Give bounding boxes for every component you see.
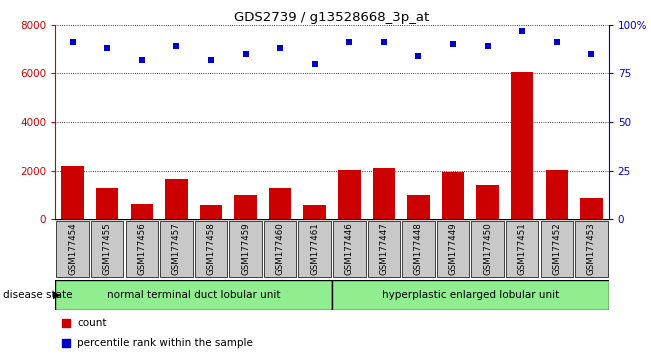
Bar <box>408 195 430 219</box>
Point <box>428 262 438 267</box>
Bar <box>332 280 609 310</box>
Point <box>344 40 355 45</box>
Text: percentile rank within the sample: percentile rank within the sample <box>77 338 253 348</box>
Bar <box>437 221 469 277</box>
Text: GSM177459: GSM177459 <box>241 222 250 275</box>
Point <box>240 51 251 57</box>
Bar <box>195 221 227 277</box>
Text: GSM177448: GSM177448 <box>414 222 423 275</box>
Bar <box>131 204 153 219</box>
Bar <box>165 179 187 219</box>
Text: disease state: disease state <box>3 290 73 300</box>
Text: GSM177449: GSM177449 <box>449 222 458 275</box>
Text: GSM177461: GSM177461 <box>311 222 319 275</box>
Bar <box>298 221 331 277</box>
Text: GSM177455: GSM177455 <box>103 222 112 275</box>
Text: GSM177453: GSM177453 <box>587 222 596 275</box>
Bar <box>269 188 292 219</box>
Text: GSM177451: GSM177451 <box>518 222 527 275</box>
Bar <box>333 221 366 277</box>
Text: GSM177450: GSM177450 <box>483 222 492 275</box>
Point <box>137 57 147 63</box>
Point <box>102 45 113 51</box>
Bar <box>402 221 435 277</box>
Bar <box>91 221 124 277</box>
Bar <box>234 195 256 219</box>
Point <box>68 40 78 45</box>
Bar <box>96 188 118 219</box>
Text: GSM177452: GSM177452 <box>552 222 561 275</box>
Text: hyperplastic enlarged lobular unit: hyperplastic enlarged lobular unit <box>381 290 559 300</box>
Text: ▶: ▶ <box>53 290 61 300</box>
Bar <box>368 221 400 277</box>
Bar <box>540 221 573 277</box>
Text: GSM177457: GSM177457 <box>172 222 181 275</box>
Point <box>275 45 285 51</box>
Bar <box>55 280 332 310</box>
Point <box>428 76 438 81</box>
Bar <box>477 185 499 219</box>
Bar <box>126 221 158 277</box>
Title: GDS2739 / g13528668_3p_at: GDS2739 / g13528668_3p_at <box>234 11 430 24</box>
Bar <box>200 205 222 219</box>
Bar <box>338 170 361 219</box>
Text: GSM177446: GSM177446 <box>345 222 353 275</box>
Bar <box>575 221 607 277</box>
Point <box>586 51 596 57</box>
Bar <box>303 205 326 219</box>
Point <box>309 61 320 67</box>
Bar <box>160 221 193 277</box>
Point <box>206 57 216 63</box>
Text: count: count <box>77 318 107 327</box>
Bar <box>57 221 89 277</box>
Point <box>379 40 389 45</box>
Bar <box>511 72 533 219</box>
Text: GSM177447: GSM177447 <box>380 222 389 275</box>
Bar <box>506 221 538 277</box>
Text: GSM177456: GSM177456 <box>137 222 146 275</box>
Bar <box>546 170 568 219</box>
Point <box>448 41 458 47</box>
Bar <box>580 198 603 219</box>
Point <box>413 53 424 59</box>
Bar <box>372 169 395 219</box>
Text: GSM177454: GSM177454 <box>68 222 77 275</box>
Bar <box>61 166 84 219</box>
Text: GSM177458: GSM177458 <box>206 222 215 275</box>
Point <box>517 28 527 33</box>
Point <box>171 44 182 49</box>
Text: GSM177460: GSM177460 <box>275 222 284 275</box>
Point <box>482 44 493 49</box>
Bar <box>471 221 504 277</box>
Text: normal terminal duct lobular unit: normal terminal duct lobular unit <box>107 290 281 300</box>
Bar <box>229 221 262 277</box>
Bar <box>264 221 296 277</box>
Point <box>551 40 562 45</box>
Bar <box>442 172 464 219</box>
